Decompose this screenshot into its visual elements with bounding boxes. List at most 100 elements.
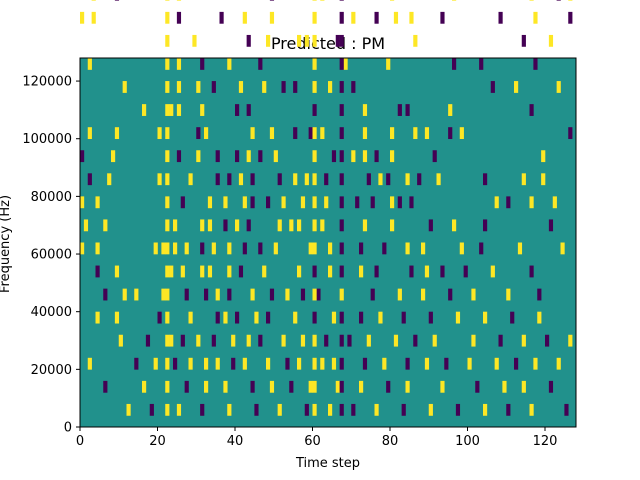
heatmap-cell	[297, 34, 302, 47]
heatmap-cell	[331, 150, 337, 163]
heatmap-cell	[176, 104, 182, 116]
x-axis: 0 20 40 60 80 100 120	[76, 427, 557, 449]
heatmap-cell	[196, 127, 201, 140]
heatmap-cell	[80, 11, 85, 24]
heatmap-cell	[176, 81, 182, 93]
heatmap-cell	[370, 288, 375, 301]
heatmap-cell	[103, 380, 108, 393]
heatmap-cell	[533, 11, 538, 24]
heatmap-cell	[122, 288, 127, 301]
heatmap-cell	[250, 380, 255, 393]
heatmap-cell	[258, 58, 263, 70]
heatmap-cell	[293, 81, 298, 93]
y-tick-label: 80000	[31, 190, 72, 205]
heatmap-cell	[312, 265, 317, 278]
heatmap-cell	[498, 334, 503, 347]
heatmap-cell	[227, 288, 232, 301]
heatmap-cell	[87, 173, 92, 186]
heatmap-cell	[165, 11, 170, 24]
heatmap-cell	[118, 334, 123, 347]
heatmap-cell	[87, 127, 92, 140]
heatmap-cell	[339, 173, 344, 186]
heatmap-cell	[250, 127, 255, 140]
plot-area	[79, 0, 577, 428]
heatmap-cell	[293, 311, 298, 324]
heatmap-cell	[424, 357, 430, 370]
heatmap-cell	[80, 242, 85, 255]
heatmap-cell	[161, 242, 166, 255]
heatmap-cell	[339, 104, 344, 116]
heatmap-cell	[397, 196, 402, 209]
heatmap-cell	[153, 357, 158, 370]
heatmap-cell	[517, 242, 523, 255]
heatmap-cell	[386, 58, 391, 70]
heatmap-cell	[277, 403, 282, 416]
heatmap-cell	[424, 127, 430, 140]
heatmap-cell	[343, 58, 348, 70]
heatmap-cell	[223, 380, 228, 393]
heatmap-cell	[153, 242, 158, 255]
heatmap-cell	[548, 380, 554, 393]
heatmap-cell	[142, 380, 147, 393]
heatmap-cell	[312, 173, 317, 186]
heatmap-cell	[374, 265, 379, 278]
heatmap-cell	[502, 380, 507, 393]
heatmap-cell	[320, 127, 325, 140]
heatmap-cell	[215, 150, 220, 163]
heatmap-cell	[366, 173, 371, 186]
heatmap-cell	[95, 242, 100, 255]
y-tick-label: 20000	[31, 363, 72, 378]
heatmap-cell	[204, 357, 209, 370]
heatmap-cell	[510, 311, 515, 324]
heatmap-cell	[165, 58, 170, 70]
heatmap-cell	[80, 196, 85, 209]
heatmap-cell	[297, 265, 302, 278]
heatmap-cell	[235, 104, 240, 116]
heatmap-cell	[413, 34, 418, 47]
heatmap-cell	[328, 242, 333, 255]
heatmap-cell	[444, 357, 449, 370]
heatmap-cell	[223, 311, 228, 324]
heatmap-cell	[176, 150, 182, 163]
heatmap-cell	[533, 58, 538, 70]
heatmap-cell	[103, 288, 108, 301]
heatmap-cell	[339, 196, 344, 209]
heatmap-cell	[362, 104, 368, 116]
heatmap-cell	[200, 219, 205, 232]
heatmap-cell	[312, 34, 317, 47]
heatmap-cell	[161, 288, 166, 301]
heatmap-cell	[165, 380, 170, 393]
heatmap-cell	[266, 357, 271, 370]
heatmap-cell	[397, 104, 402, 116]
heatmap-cell	[339, 265, 344, 278]
heatmap-cell	[165, 357, 170, 370]
heatmap-cell	[490, 81, 495, 93]
heatmap-cell	[277, 219, 282, 232]
heatmap-cell	[173, 242, 178, 255]
heatmap-cell	[568, 0, 573, 1]
heatmap-cell	[339, 380, 344, 393]
heatmap-cell	[494, 196, 499, 209]
heatmap-cell	[320, 0, 325, 1]
heatmap-cell	[393, 334, 399, 347]
heatmap-cell	[262, 81, 267, 93]
heatmap-cell	[556, 357, 561, 370]
heatmap-cell	[362, 219, 368, 232]
heatmap-cell	[355, 196, 360, 209]
heatmap-cell	[328, 403, 333, 416]
heatmap-cell	[475, 380, 480, 393]
x-tick-label: 0	[76, 434, 84, 449]
heatmap-cell	[351, 403, 356, 416]
heatmap-cell	[568, 11, 573, 24]
heatmap-cell	[188, 357, 193, 370]
heatmap-cell	[351, 11, 356, 24]
heatmap-cell	[242, 242, 247, 255]
heatmap-cell	[479, 58, 484, 70]
heatmap-cell	[111, 150, 116, 163]
y-tick-label: 60000	[31, 248, 72, 263]
heatmap-cell	[165, 34, 170, 47]
heatmap-cell	[506, 196, 511, 209]
heatmap-cell	[498, 11, 503, 24]
heatmap-cell	[80, 150, 85, 163]
heatmap-cell	[529, 403, 534, 416]
